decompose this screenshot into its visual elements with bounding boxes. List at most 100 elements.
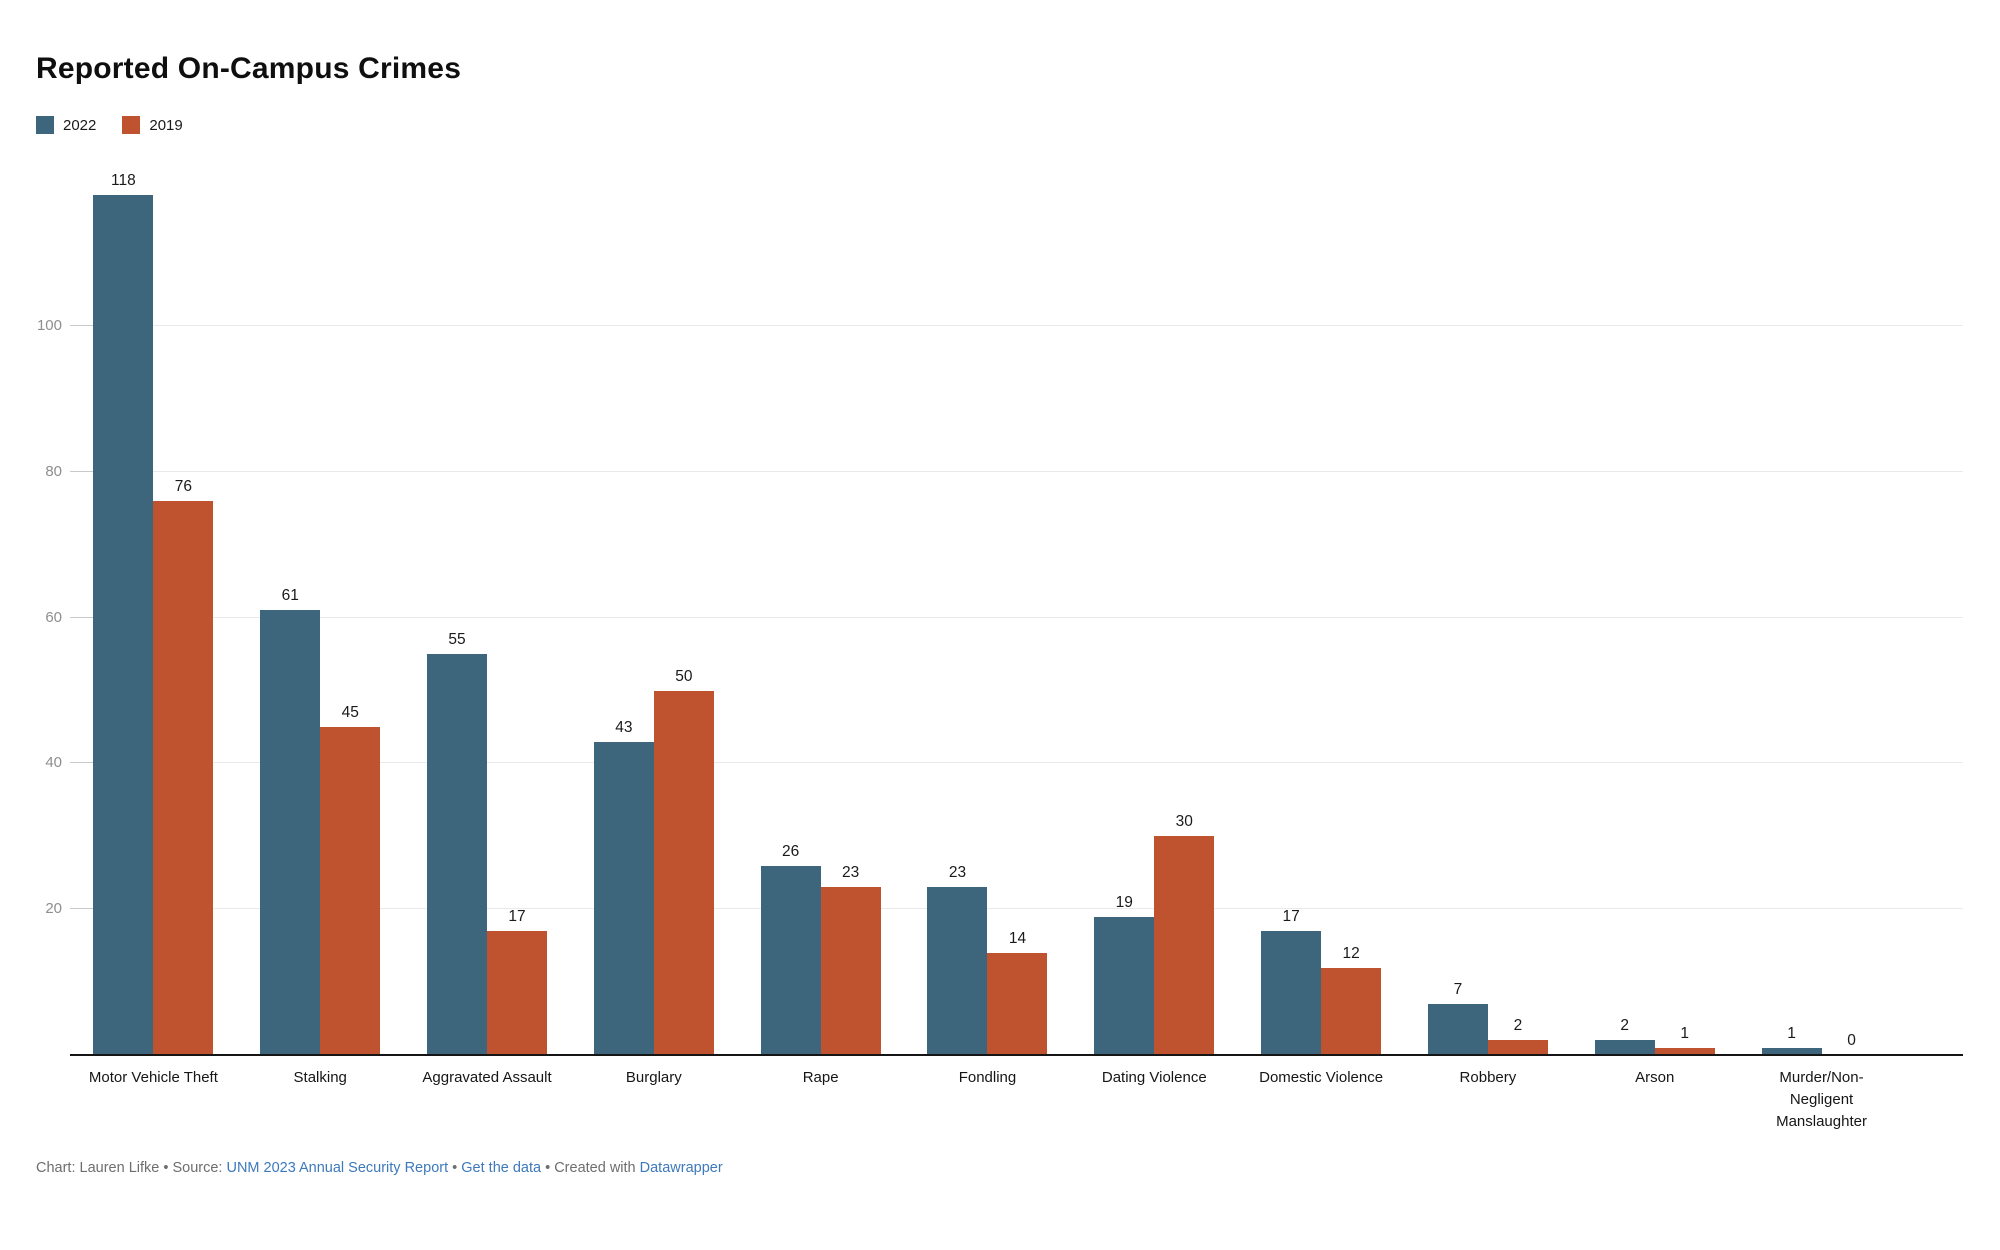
- bar-column: 55: [427, 630, 488, 1055]
- x-tick-label: Burglary: [625, 1069, 682, 1086]
- bar-group: 19 30: [1071, 813, 1238, 1055]
- chart-title: Reported On-Campus Crimes: [36, 52, 462, 85]
- bar-2019: [1154, 836, 1215, 1055]
- gridline: [70, 762, 1963, 763]
- bar-column: 23: [927, 863, 988, 1055]
- y-tick-label: 100: [36, 317, 62, 334]
- legend-item-2022: 2022: [36, 116, 96, 134]
- x-tick-label: Domestic Violence: [1259, 1069, 1384, 1086]
- bar-group: 43 50: [570, 667, 737, 1055]
- x-tick-label: Dating Violence: [1101, 1069, 1207, 1086]
- bar-2022: [593, 742, 654, 1055]
- bar-column: 118: [93, 171, 154, 1055]
- footer-get-data-link[interactable]: Get the data: [461, 1160, 542, 1176]
- x-tick-label: Fondling: [958, 1069, 1017, 1086]
- footer-credit: Chart: Lauren Lifke • Source: UNM 2023 A…: [36, 1160, 723, 1176]
- y-tick-mark: [70, 762, 94, 763]
- bar-value-label: 12: [1342, 944, 1360, 962]
- bar-group: 118 76: [70, 171, 237, 1055]
- bar-2022: [1594, 1040, 1655, 1055]
- bar-column: 50: [653, 667, 714, 1055]
- bar-value-label: 23: [842, 863, 860, 881]
- bar-2022: [260, 610, 321, 1055]
- bar-2019: [653, 691, 714, 1055]
- bar-value-label: 76: [174, 477, 193, 495]
- legend-label-2019: 2019: [149, 116, 183, 134]
- bar-group: 17 12: [1238, 907, 1405, 1055]
- bar-2019: [1654, 1048, 1715, 1055]
- footer-separator: • Created with: [541, 1160, 640, 1176]
- bar-value-label: 26: [782, 842, 800, 860]
- bar-value-label: 55: [448, 630, 466, 648]
- bar-column: 1: [1654, 1024, 1715, 1055]
- bar-value-label: 1: [1787, 1024, 1796, 1042]
- bar-value-label: 14: [1008, 929, 1027, 947]
- bar-value-label: 0: [1847, 1031, 1856, 1049]
- x-tick-label: Murder/Non- Negligent Manslaughter: [1776, 1069, 1867, 1130]
- bar-column: 19: [1094, 894, 1155, 1055]
- bar-2022: [927, 887, 988, 1055]
- bar-2022: [760, 866, 821, 1055]
- y-tick-mark: [70, 617, 94, 618]
- y-tick-mark: [70, 471, 94, 472]
- bar-value-label: 17: [1282, 907, 1300, 925]
- footer-source-link[interactable]: UNM 2023 Annual Security Report: [226, 1160, 449, 1176]
- bar-2019: [987, 953, 1048, 1055]
- bar-value-label: 17: [508, 907, 526, 925]
- gridline: [70, 908, 1963, 909]
- bar-2019: [320, 727, 381, 1055]
- bar-value-label: 43: [615, 718, 633, 736]
- bar-2022: [93, 195, 154, 1055]
- footer-credit-text: Chart: Lauren Lifke: [36, 1160, 160, 1176]
- bar-group: 26 23: [737, 842, 904, 1055]
- legend-item-2019: 2019: [122, 116, 183, 134]
- bar-2022: [427, 654, 488, 1055]
- bar-column: 30: [1154, 813, 1215, 1055]
- x-tick-label: Arson: [1635, 1069, 1675, 1086]
- x-tick-label: Motor Vehicle Theft: [88, 1069, 218, 1086]
- bar-column: 43: [593, 718, 654, 1055]
- bar-value-label: 118: [111, 171, 136, 189]
- footer-datawrapper-link[interactable]: Datawrapper: [639, 1160, 723, 1176]
- x-axis-labels: Motor Vehicle Theft Stalking Aggravated As…: [70, 1067, 1905, 1132]
- bar-2019: [1487, 1040, 1548, 1055]
- bar-value-label: 23: [948, 863, 967, 881]
- legend: 2022 2019: [36, 116, 183, 134]
- bar-column: 23: [820, 863, 881, 1055]
- bar-chart-plot-area: 20 40 60 80 100 118 76 61 45 55 17 43 50 26 23 23 14 19 3…: [37, 172, 1963, 1130]
- x-tick-label: Stalking: [293, 1069, 347, 1086]
- y-tick-label: 40: [45, 754, 62, 771]
- y-tick-label: 80: [45, 463, 62, 480]
- footer-separator: •: [448, 1160, 462, 1176]
- y-tick-label: 20: [45, 900, 62, 917]
- x-tick-label: Rape: [802, 1069, 839, 1086]
- bar-value-label: 61: [281, 586, 299, 604]
- footer-source-label: Source:: [172, 1160, 227, 1176]
- x-tick-label: Aggravated Assault: [422, 1069, 552, 1086]
- legend-label-2022: 2022: [63, 116, 97, 134]
- gridline: [70, 617, 1963, 618]
- bar-column: 76: [153, 477, 214, 1055]
- bar-2019: [487, 931, 548, 1055]
- bar-value-label: 7: [1453, 980, 1463, 998]
- gridline: [70, 325, 1963, 326]
- bar-group: 23 14: [904, 863, 1071, 1055]
- bar-value-label: 1: [1680, 1024, 1690, 1042]
- footer-separator: •: [159, 1160, 173, 1176]
- bar-2019: [153, 501, 214, 1055]
- bar-2022: [1427, 1004, 1488, 1055]
- bar-value-label: 45: [341, 703, 359, 721]
- bar-value-label: 50: [675, 667, 693, 685]
- bar-2022: [1761, 1048, 1822, 1055]
- y-tick-mark: [70, 325, 94, 326]
- bar-value-label: 2: [1620, 1016, 1630, 1034]
- bar-column: 1: [1761, 1024, 1822, 1055]
- bar-2019: [820, 887, 881, 1055]
- y-tick-label: 60: [45, 609, 62, 626]
- bar-group: 61 45: [237, 586, 404, 1055]
- y-tick-mark: [70, 908, 94, 909]
- legend-swatch-2019: [122, 116, 141, 134]
- bar-value-label: 2: [1513, 1016, 1523, 1034]
